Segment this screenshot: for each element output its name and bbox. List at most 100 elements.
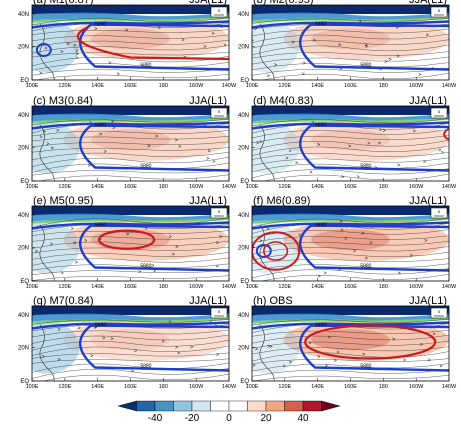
colorbar-swatch: [228, 400, 248, 412]
contour-5880: [79, 324, 229, 372]
reference-vector-box: [210, 6, 228, 18]
contour-5880: [79, 23, 229, 71]
red-contour: [252, 231, 301, 271]
streamline: [32, 169, 229, 176]
wind-arrow: [256, 141, 260, 145]
y-tick-label: EQ: [240, 379, 249, 385]
y-tick-label: 40N: [238, 213, 249, 219]
wind-arrow: [181, 38, 185, 42]
warm-anomaly: [283, 218, 449, 261]
wind-arrow: [144, 226, 148, 230]
wind-arrow: [66, 42, 70, 46]
streamline: [252, 18, 449, 24]
x-tick-label: 160W: [189, 384, 204, 390]
wind-arrow: [274, 63, 277, 67]
x-tick-label: 140W: [442, 284, 457, 290]
wind-arrow: [323, 271, 327, 275]
x-tick-label: 100E: [26, 184, 39, 190]
panel-season-tag: JJA(L1): [189, 95, 227, 107]
wind-arrow: [203, 45, 207, 48]
wind-arrow: [216, 353, 220, 356]
reference-vector-box: [430, 6, 448, 18]
wind-arrow: [212, 159, 216, 163]
streamline: [32, 257, 229, 266]
contour-5880: [299, 23, 449, 71]
contour-label: 5850: [95, 322, 106, 328]
coastline: [39, 324, 55, 381]
wind-arrow: [313, 38, 316, 42]
streamline: [32, 263, 229, 271]
wind-arrow: [168, 235, 172, 238]
x-tick-label: 160W: [409, 284, 424, 290]
wind-arrow: [73, 43, 77, 47]
reference-vector-label: 5: [218, 8, 221, 13]
x-tick-label: 100E: [26, 284, 39, 290]
coastline: [259, 324, 275, 381]
wind-arrow: [168, 320, 172, 324]
wind-arrow: [338, 43, 341, 47]
wind-arrow: [138, 270, 142, 274]
wind-arrow: [216, 241, 219, 244]
x-tick-label: 140W: [222, 83, 237, 89]
colorbar-swatch: [191, 400, 211, 412]
contour-5880: [299, 224, 449, 272]
x-tick-label: 140E: [311, 384, 324, 390]
coastline: [259, 124, 275, 181]
wind-arrow: [177, 351, 181, 355]
contour-label: 5850: [315, 222, 326, 228]
streamline: [252, 251, 449, 261]
red-contour: [443, 127, 449, 141]
x-tick-label: 120E: [278, 184, 291, 190]
streamline: [252, 129, 449, 139]
wind-arrow: [39, 135, 43, 139]
contour-5880: [299, 124, 449, 172]
streamline: [252, 363, 449, 372]
x-tick-label: 160E: [124, 284, 137, 290]
map-field: 5850 5880: [32, 106, 229, 181]
wind-arrow: [116, 72, 120, 76]
wind-arrow: [175, 345, 178, 349]
streamline: [32, 358, 229, 364]
streamline: [32, 51, 229, 58]
reference-vector-label: 5: [218, 209, 221, 214]
x-tick-label: 160E: [124, 184, 137, 190]
reference-vector-label: 5: [218, 309, 221, 314]
wind-arrow: [56, 128, 60, 132]
streamline: [252, 334, 449, 344]
streamline: [252, 369, 449, 377]
streamline: [32, 45, 229, 54]
x-tick-label: 160E: [344, 384, 357, 390]
wind-arrow: [131, 369, 134, 373]
wind-arrow: [403, 358, 406, 362]
wind-arrow: [178, 144, 182, 148]
x-tick-label: 100E: [26, 384, 39, 390]
y-tick-label: 20N: [238, 44, 249, 50]
x-tick-label: 140E: [91, 384, 104, 390]
wind-arrow: [282, 364, 286, 368]
wind-arrow: [215, 264, 219, 268]
x-tick-label: 120E: [278, 384, 291, 390]
x-tick-label: 140W: [442, 83, 457, 89]
wind-arrow: [308, 341, 312, 345]
blue-loop: [255, 244, 272, 258]
streamline: [252, 33, 449, 43]
contour-5850: [32, 221, 229, 230]
colorbar-swatch: [173, 400, 193, 412]
streamline: [252, 217, 449, 228]
wind-arrow: [269, 345, 273, 348]
colorbar-swatch: [321, 400, 341, 412]
y-tick-label: 20N: [238, 145, 249, 151]
warm-core: [91, 129, 170, 151]
wind-arrow: [317, 274, 321, 278]
contour-label: 5850: [95, 122, 106, 128]
wind-arrow: [409, 254, 413, 257]
x-tick-label: 120E: [58, 184, 71, 190]
streamline: [252, 168, 449, 178]
wind-arrow: [151, 264, 155, 267]
wind-arrow: [103, 149, 107, 153]
streamline: [32, 352, 229, 359]
wind-arrow: [339, 219, 343, 223]
wind-arrow: [267, 344, 271, 348]
streamline: [252, 139, 449, 151]
x-tick-label: 160E: [344, 83, 357, 89]
